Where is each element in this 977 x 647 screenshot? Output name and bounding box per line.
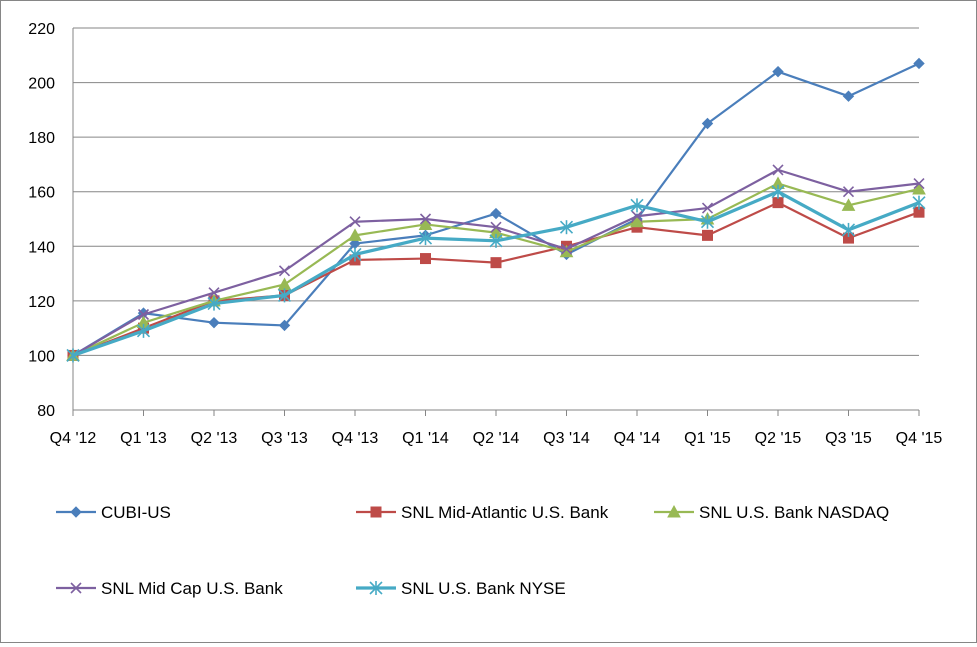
x-tick-label: Q4 '14 xyxy=(614,430,661,447)
data-point-marker xyxy=(489,233,503,248)
data-point-marker xyxy=(701,202,714,214)
data-point-marker xyxy=(912,195,926,210)
data-point-marker xyxy=(490,207,502,220)
x-tick-label: Q1 '14 xyxy=(402,430,449,447)
data-point-marker xyxy=(913,57,925,70)
data-point-marker xyxy=(420,253,431,265)
legend-label: SNL Mid Cap U.S. Bank xyxy=(101,579,283,598)
x-tick-label: Q1 '13 xyxy=(120,430,167,447)
y-tick-label: 160 xyxy=(28,185,55,202)
data-point-marker xyxy=(348,247,362,262)
data-point-marker xyxy=(207,296,221,311)
y-tick-label: 80 xyxy=(37,403,55,420)
data-point-marker xyxy=(630,214,644,228)
data-point-marker xyxy=(208,316,220,329)
legend-label: SNL Mid-Atlantic U.S. Bank xyxy=(401,503,609,522)
data-point-marker xyxy=(70,506,82,518)
series-snl-u-s-bank-nyse xyxy=(66,184,926,363)
series-lines xyxy=(66,57,926,363)
data-point-marker xyxy=(630,198,644,213)
data-point-marker xyxy=(137,308,150,321)
legend-entry: SNL Mid Cap U.S. Bank xyxy=(56,579,283,598)
data-point-marker xyxy=(913,177,925,190)
data-point-marker xyxy=(667,504,681,518)
data-point-marker xyxy=(771,184,785,199)
y-tick-label: 140 xyxy=(28,239,55,256)
data-point-marker xyxy=(419,213,432,225)
legend-entry: SNL Mid-Atlantic U.S. Bank xyxy=(356,503,609,522)
x-tick-label: Q4 '15 xyxy=(896,430,943,447)
data-point-marker xyxy=(490,221,502,233)
data-point-marker xyxy=(700,214,715,229)
y-tick-label: 220 xyxy=(28,21,55,38)
data-point-marker xyxy=(66,348,80,363)
x-tick-label: Q4 '12 xyxy=(50,430,97,447)
legend: CUBI-US SNL Mid-Atlantic U.S. Bank SNL U.S… xyxy=(56,503,889,598)
data-point-marker xyxy=(277,288,292,303)
data-point-marker xyxy=(70,582,82,594)
series-snl-mid-atlantic-u-s-bank xyxy=(67,197,925,361)
data-point-marker xyxy=(841,222,856,237)
x-tick-label: Q3 '13 xyxy=(261,430,308,447)
data-point-marker xyxy=(631,210,643,222)
data-point-marker xyxy=(912,181,926,195)
data-point-marker xyxy=(349,216,361,228)
data-point-marker xyxy=(772,164,784,176)
legend-label: CUBI-US xyxy=(101,503,171,522)
data-point-marker xyxy=(278,265,291,277)
data-point-marker xyxy=(772,65,784,78)
data-point-marker xyxy=(490,257,502,269)
legend-entry: CUBI-US xyxy=(56,503,171,522)
x-tick-label: Q3 '15 xyxy=(825,430,872,447)
data-point-marker xyxy=(842,186,855,198)
data-point-marker xyxy=(208,287,220,299)
data-point-marker xyxy=(560,243,573,255)
legend-label: SNL U.S. Bank NASDAQ xyxy=(699,503,889,522)
data-point-marker xyxy=(772,197,784,209)
data-point-marker xyxy=(418,231,433,246)
y-tick-label: 120 xyxy=(28,294,55,311)
axes: 80 100 120 140 160 180 200 220 Q4 '12 Q1 '13 Q2 '1… xyxy=(28,21,942,447)
data-point-marker xyxy=(277,277,292,290)
x-tick-label: Q2 '15 xyxy=(755,430,802,447)
legend-entry: SNL U.S. Bank NASDAQ xyxy=(654,503,889,522)
data-point-marker xyxy=(418,217,433,230)
y-tick-label: 180 xyxy=(28,130,55,147)
data-point-marker xyxy=(842,90,855,102)
x-tick-label: Q2 '13 xyxy=(191,430,238,447)
x-tick-label: Q1 '15 xyxy=(684,430,731,447)
data-point-marker xyxy=(701,117,714,130)
x-tick-label: Q2 '14 xyxy=(473,430,520,447)
series-snl-u-s-bank-nasdaq xyxy=(66,176,926,361)
data-point-marker xyxy=(348,228,362,241)
series-line xyxy=(72,201,920,357)
x-tick-label: Q4 '13 xyxy=(332,430,379,447)
y-tick-label: 200 xyxy=(28,76,55,93)
y-tick-label: 100 xyxy=(28,348,55,365)
data-point-marker xyxy=(136,323,151,338)
series-snl-mid-cap-u-s-bank xyxy=(67,164,925,361)
data-point-marker xyxy=(841,198,856,211)
x-tick-label: Q3 '14 xyxy=(543,430,590,447)
series-cubi-us xyxy=(67,57,925,362)
legend-label: SNL U.S. Bank NYSE xyxy=(401,579,566,598)
data-point-marker xyxy=(702,229,713,241)
data-point-marker xyxy=(370,506,382,518)
data-point-marker xyxy=(278,319,291,332)
data-point-marker xyxy=(559,220,574,235)
data-point-marker xyxy=(369,581,383,595)
legend-entry: SNL U.S. Bank NYSE xyxy=(356,579,566,598)
